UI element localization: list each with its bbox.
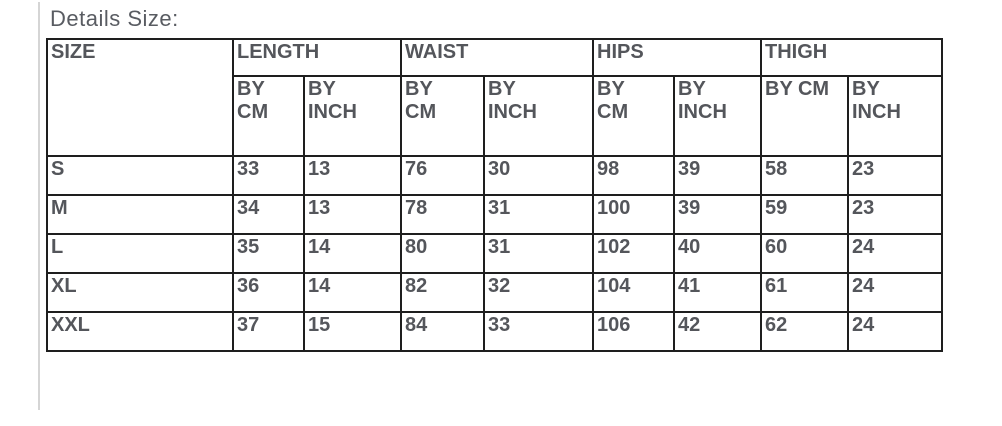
- value-cell: 62: [760, 311, 849, 352]
- value-cell: 37: [232, 311, 305, 352]
- value-cell: 58: [760, 155, 849, 196]
- subheader-hips-cm: BY CM: [592, 75, 675, 157]
- table-row-m: M 34 13 78 31 100 39 59 23: [46, 194, 943, 235]
- value-cell: 40: [673, 233, 762, 274]
- value-cell: 32: [483, 272, 594, 313]
- value-cell: 14: [303, 233, 402, 274]
- sub-header-row: BY CM BY INCH BY CM BY INCH BY CM BY INC…: [47, 75, 943, 157]
- size-chart-table: SIZE LENGTH WAIST HIPS THIGH BY CM BY IN…: [46, 38, 943, 352]
- value-cell: 82: [400, 272, 485, 313]
- header-cell-size: SIZE: [46, 38, 234, 157]
- value-cell: 15: [303, 311, 402, 352]
- value-cell: 24: [847, 311, 943, 352]
- value-cell: 104: [592, 272, 675, 313]
- value-cell: 13: [303, 194, 402, 235]
- subheader-thigh-cm: BY CM: [760, 75, 849, 157]
- value-cell: 23: [847, 155, 943, 196]
- value-cell: 24: [847, 233, 943, 274]
- value-cell: 14: [303, 272, 402, 313]
- value-cell: 59: [760, 194, 849, 235]
- size-details-section: Details Size: SIZE LENGTH WAIST HIPS: [46, 6, 946, 352]
- value-cell: 42: [673, 311, 762, 352]
- table-row-xxl: XXL 37 15 84 33 106 42 62 24: [46, 311, 943, 352]
- value-cell: 24: [847, 272, 943, 313]
- value-cell: 34: [232, 194, 305, 235]
- value-cell: 98: [592, 155, 675, 196]
- value-cell: 106: [592, 311, 675, 352]
- table-row-l: L 35 14 80 31 102 40 60 24: [46, 233, 943, 274]
- value-cell: 76: [400, 155, 485, 196]
- size-cell: S: [46, 155, 234, 196]
- value-cell: 100: [592, 194, 675, 235]
- subheader-hips-inch: BY INCH: [673, 75, 762, 157]
- value-cell: 23: [847, 194, 943, 235]
- header-cell-waist: WAIST: [400, 38, 594, 77]
- value-cell: 84: [400, 311, 485, 352]
- value-cell: 30: [483, 155, 594, 196]
- group-header-row: SIZE LENGTH WAIST HIPS THIGH: [46, 38, 943, 157]
- left-border-line: [38, 2, 40, 410]
- value-cell: 61: [760, 272, 849, 313]
- section-title: Details Size:: [50, 6, 179, 31]
- value-cell: 33: [483, 311, 594, 352]
- table-row-xl: XL 36 14 82 32 104 41 61 24: [46, 272, 943, 313]
- table-row-s: S 33 13 76 30 98 39 58 23: [46, 155, 943, 196]
- value-cell: 13: [303, 155, 402, 196]
- value-cell: 35: [232, 233, 305, 274]
- size-cell: XL: [46, 272, 234, 313]
- header-cell-length: LENGTH: [232, 38, 402, 77]
- header-cell-hips: HIPS: [592, 38, 762, 77]
- header-cell-thigh: THIGH: [760, 38, 943, 77]
- subheader-length-cm: BY CM: [232, 75, 305, 157]
- value-cell: 31: [483, 194, 594, 235]
- value-cell: 39: [673, 155, 762, 196]
- value-cell: 41: [673, 272, 762, 313]
- value-cell: 78: [400, 194, 485, 235]
- size-cell: M: [46, 194, 234, 235]
- value-cell: 80: [400, 233, 485, 274]
- value-cell: 36: [232, 272, 305, 313]
- size-cell: XXL: [46, 311, 234, 352]
- value-cell: 33: [232, 155, 305, 196]
- subheader-thigh-inch: BY INCH: [847, 75, 943, 157]
- value-cell: 60: [760, 233, 849, 274]
- value-cell: 39: [673, 194, 762, 235]
- value-cell: 102: [592, 233, 675, 274]
- subheader-length-inch: BY INCH: [303, 75, 402, 157]
- value-cell: 31: [483, 233, 594, 274]
- size-cell: L: [46, 233, 234, 274]
- subheader-waist-inch: BY INCH: [483, 75, 594, 157]
- subheader-waist-cm: BY CM: [400, 75, 485, 157]
